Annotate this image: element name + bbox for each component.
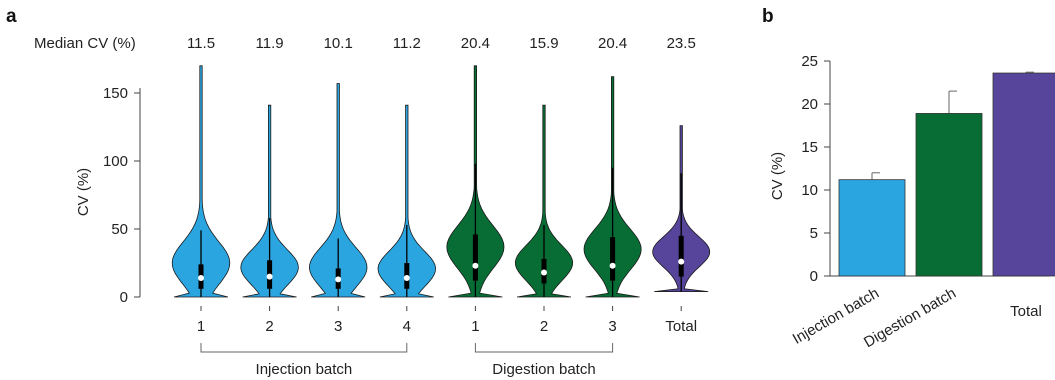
y-tick-label: 0	[810, 268, 818, 285]
y-tick-label: 150	[103, 85, 128, 102]
x-tick-label: 1	[471, 318, 479, 335]
violin-iqr-box	[610, 237, 616, 281]
violin-median-dot	[541, 269, 547, 276]
violin-median-dot	[335, 276, 342, 283]
violin-body	[240, 104, 299, 298]
median-cv-value: 23.5	[667, 35, 696, 52]
x-tick-label: 3	[334, 318, 342, 335]
median-cv-value: 20.4	[461, 35, 490, 52]
bar	[838, 179, 906, 277]
median-cv-value: 11.2	[393, 35, 421, 52]
panel-a-y-ticks: 0 50 100 150	[103, 85, 140, 306]
panel-b-y-ticks: 0 5 10 15 20 25	[801, 53, 830, 285]
median-cv-value: 20.4	[598, 35, 627, 52]
group-label: Injection batch	[256, 361, 353, 378]
y-tick-label: 20	[801, 96, 818, 113]
group-bracket	[474, 343, 614, 353]
y-tick-label: 15	[801, 139, 818, 156]
violin-median-dot	[609, 262, 616, 269]
bar	[992, 72, 1055, 277]
x-tick-label: 3	[608, 318, 616, 335]
y-tick-label: 25	[801, 53, 818, 70]
median-cv-values: 11.5 11.9 10.1 11.2 20.4 15.9 20.4 23.5	[187, 35, 696, 52]
violin-iqr-box	[678, 235, 684, 277]
median-cv-label: Median CV (%)	[34, 35, 136, 52]
panel-a-y-axis-title: CV (%)	[75, 168, 92, 216]
bar-series	[838, 71, 1055, 277]
violin-iqr-box	[472, 234, 478, 281]
violin-median-dot	[472, 262, 479, 269]
group-bracket	[200, 343, 408, 353]
y-tick-label: 100	[103, 153, 128, 170]
median-cv-value: 11.5	[187, 35, 215, 52]
group-label: Digestion batch	[492, 361, 595, 378]
panel-a-x-tick-labels: 1 2 3 4 1 2 3 Total	[197, 306, 697, 335]
violin-body	[377, 104, 437, 298]
violin-body	[171, 65, 231, 298]
y-tick-label: 50	[111, 221, 128, 238]
violin-median-dot	[198, 274, 204, 281]
bar-category-label: Total	[1010, 303, 1042, 320]
y-tick-label: 5	[810, 225, 818, 242]
x-tick-label: 2	[540, 318, 548, 335]
y-tick-label: 0	[120, 289, 128, 306]
violin-plots	[171, 65, 711, 298]
violin-median-dot	[266, 273, 273, 280]
median-cv-value: 10.1	[324, 35, 353, 52]
violin-body	[308, 83, 368, 298]
panel-a-label: a	[6, 6, 17, 27]
batch-group-brackets: Injection batch Digestion batch	[200, 343, 614, 378]
violin-median-dot	[403, 274, 410, 281]
violin-median-dot	[678, 258, 685, 265]
x-tick-label: Total	[665, 318, 697, 335]
panel-b-y-axis-title: CV (%)	[769, 152, 786, 200]
x-tick-label: 2	[265, 318, 273, 335]
violin-body	[514, 104, 574, 298]
x-tick-label: 1	[197, 318, 205, 335]
median-cv-value: 11.9	[256, 35, 284, 52]
panel-b-label: b	[762, 6, 774, 27]
x-tick-label: 4	[403, 318, 411, 335]
y-tick-label: 10	[801, 182, 818, 199]
median-cv-value: 15.9	[529, 35, 558, 52]
bar	[915, 113, 983, 277]
